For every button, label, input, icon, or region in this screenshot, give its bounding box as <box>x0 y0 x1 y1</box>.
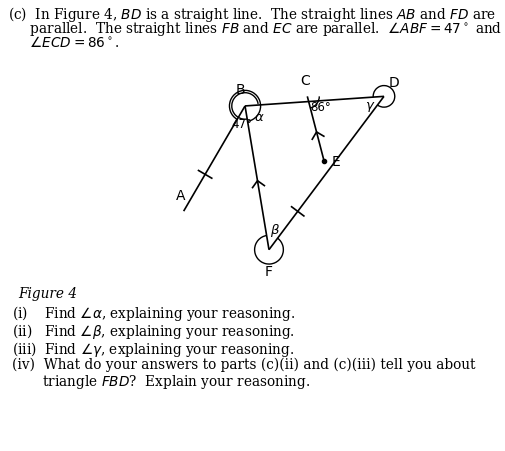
Text: (i)    Find $\angle\alpha$, explaining your reasoning.: (i) Find $\angle\alpha$, explaining your… <box>12 304 294 322</box>
Text: C: C <box>299 74 309 87</box>
Text: 47°: 47° <box>231 118 251 131</box>
Text: (c)  In Figure 4, $BD$ is a straight line.  The straight lines $AB$ and $FD$ are: (c) In Figure 4, $BD$ is a straight line… <box>8 5 495 24</box>
Text: triangle $FBD$?  Explain your reasoning.: triangle $FBD$? Explain your reasoning. <box>12 372 310 390</box>
Text: 86°: 86° <box>310 101 330 114</box>
Text: Figure 4: Figure 4 <box>18 286 77 300</box>
Text: (iii)  Find $\angle\gamma$, explaining your reasoning.: (iii) Find $\angle\gamma$, explaining yo… <box>12 339 294 358</box>
Text: F: F <box>265 264 272 278</box>
Text: B: B <box>235 83 244 97</box>
Text: $\angle ECD = 86^\circ$.: $\angle ECD = 86^\circ$. <box>8 35 120 50</box>
Text: E: E <box>331 155 339 169</box>
Text: D: D <box>388 76 399 90</box>
Text: γ: γ <box>365 99 373 112</box>
Text: A: A <box>175 188 185 202</box>
Text: parallel.  The straight lines $FB$ and $EC$ are parallel.  $\angle ABF = 47^\cir: parallel. The straight lines $FB$ and $E… <box>8 20 501 38</box>
Text: (iv)  What do your answers to parts (c)(ii) and (c)(iii) tell you about: (iv) What do your answers to parts (c)(i… <box>12 357 475 372</box>
Text: β: β <box>269 224 278 237</box>
Text: (ii)   Find $\angle\beta$, explaining your reasoning.: (ii) Find $\angle\beta$, explaining your… <box>12 321 294 340</box>
Text: α: α <box>254 110 263 123</box>
